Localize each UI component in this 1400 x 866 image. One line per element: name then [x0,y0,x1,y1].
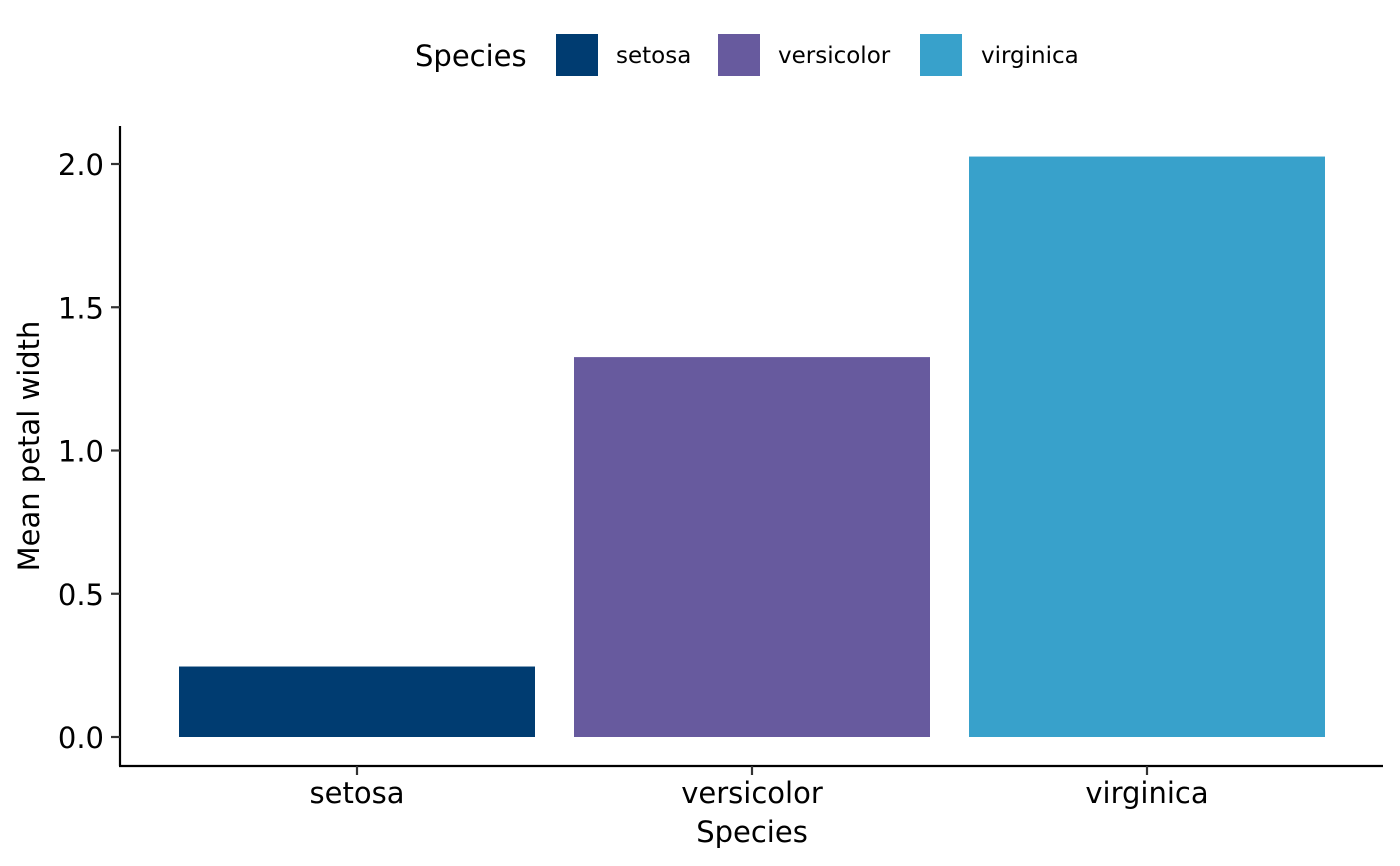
bar-setosa [179,666,535,737]
x-tick-label-setosa: setosa [310,776,405,810]
y-tick-label-2.0: 2.0 [58,148,104,182]
x-axis-title: Species [696,815,808,849]
legend-key-setosa [556,34,598,76]
y-axis-title: Mean petal width [12,321,46,572]
bar-versicolor [574,357,930,737]
bars [179,156,1325,737]
y-tick-label-0.0: 0.0 [58,721,104,755]
bar-virginica [969,156,1325,737]
legend-title: Species [415,39,527,73]
legend-key-versicolor [718,34,760,76]
legend-label-versicolor: versicolor [778,43,891,69]
legend-label-setosa: setosa [616,43,691,69]
legend-key-virginica [920,34,962,76]
legend: Species setosa versicolor virginica [415,34,1079,76]
y-tick-label-1.0: 1.0 [58,435,104,469]
x-tick-label-versicolor: versicolor [681,776,823,810]
x-tick-label-virginica: virginica [1085,776,1208,810]
legend-label-virginica: virginica [981,43,1079,69]
axes: 0.0 0.5 1.0 1.5 2.0 setosa versicolor virginic… [58,126,1383,810]
y-tick-label-0.5: 0.5 [58,578,104,612]
y-tick-label-1.5: 1.5 [58,291,104,325]
